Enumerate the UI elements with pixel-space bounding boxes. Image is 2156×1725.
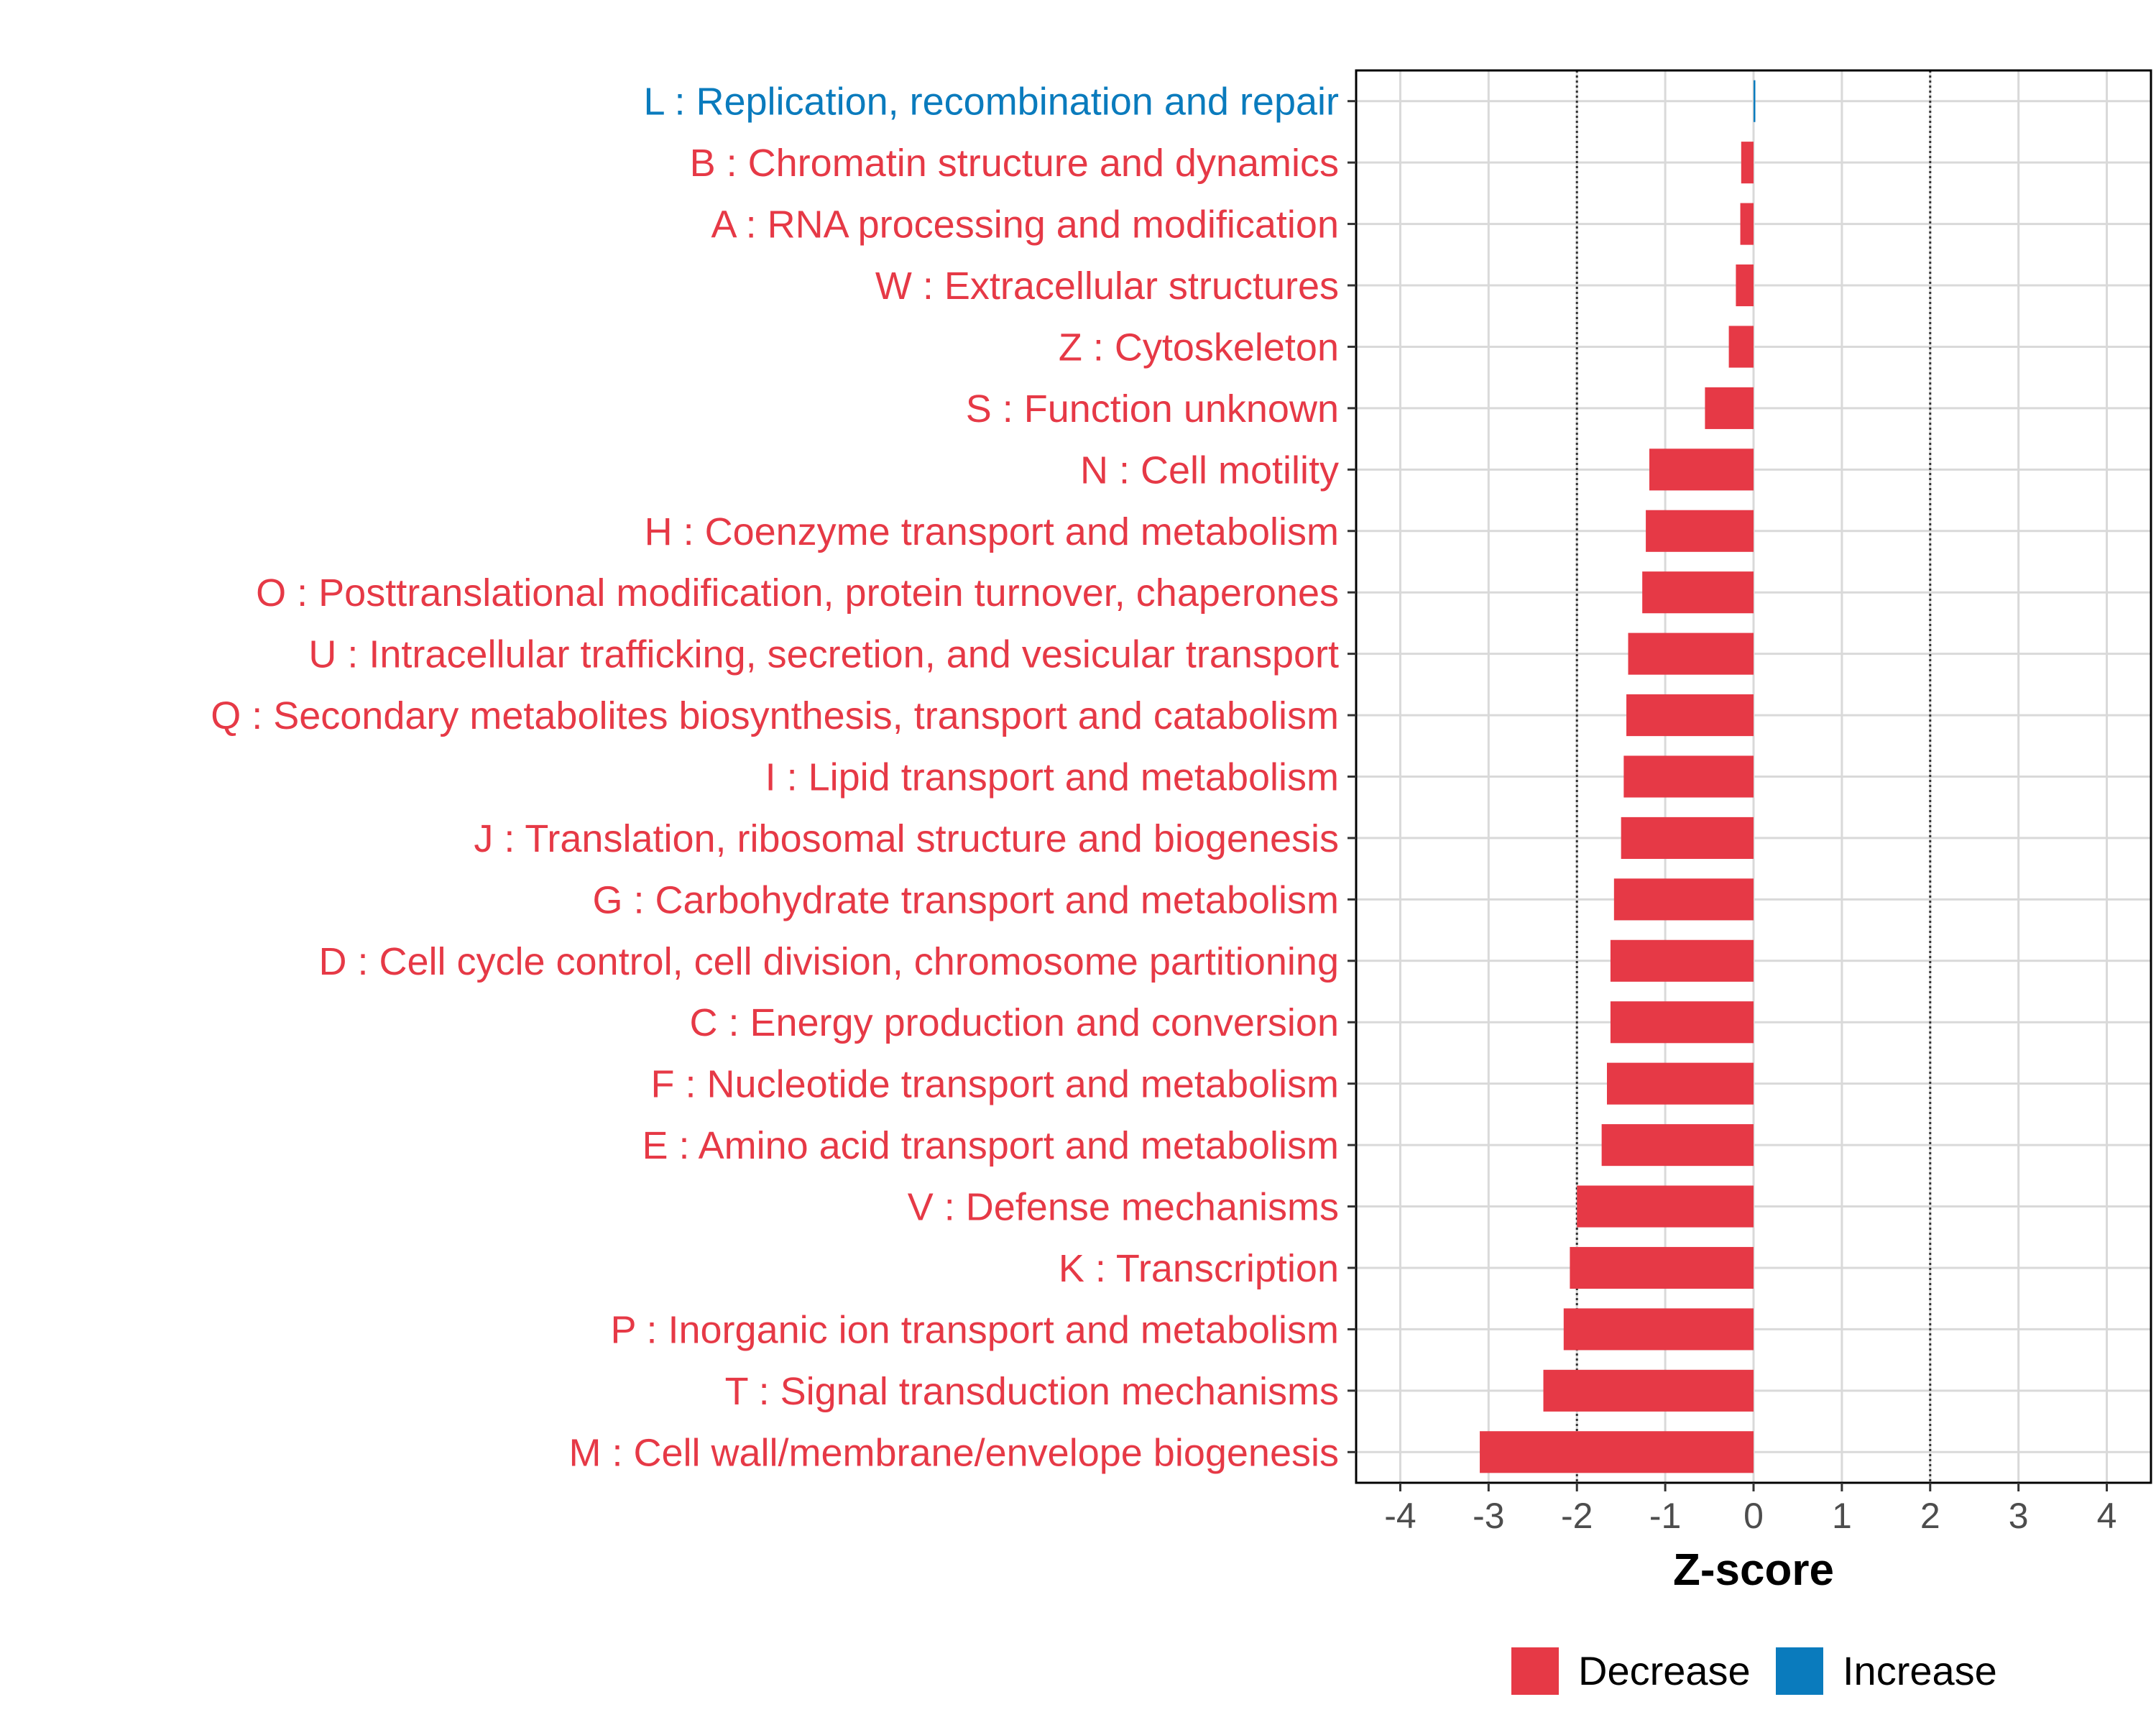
bar	[1642, 571, 1754, 614]
x-tick-label: 4	[2097, 1496, 2117, 1536]
category-label: M : Cell wall/membrane/envelope biogenes…	[568, 1431, 1339, 1474]
legend-label: Increase	[1843, 1648, 1997, 1693]
bar	[1649, 448, 1754, 491]
category-label: T : Signal transduction mechanisms	[725, 1370, 1339, 1413]
reference-lines	[1575, 70, 1932, 1483]
bar	[1626, 694, 1754, 737]
category-label: P : Inorganic ion transport and metaboli…	[610, 1308, 1339, 1351]
x-tick-label: -4	[1384, 1496, 1416, 1536]
legend-swatch	[1511, 1647, 1559, 1695]
category-label: F : Nucleotide transport and metabolism	[651, 1063, 1339, 1106]
category-label: G : Carbohydrate transport and metabolis…	[593, 878, 1340, 921]
bar	[1705, 387, 1754, 429]
bar	[1740, 203, 1754, 245]
bar	[1610, 939, 1754, 982]
legend-swatch	[1776, 1647, 1823, 1695]
bar	[1607, 1062, 1754, 1105]
x-tick-label: 3	[2009, 1496, 2029, 1536]
bar	[1736, 264, 1754, 307]
y-axis: L : Replication, recombination and repai…	[211, 80, 1356, 1474]
category-label: N : Cell motility	[1080, 448, 1339, 492]
category-label: B : Chromatin structure and dynamics	[690, 142, 1339, 185]
category-label: J : Translation, ribosomal structure and…	[474, 817, 1339, 860]
category-label: V : Defense mechanisms	[908, 1186, 1339, 1229]
bar	[1563, 1308, 1754, 1351]
bar	[1621, 816, 1754, 859]
x-tick-label: -2	[1561, 1496, 1593, 1536]
category-label: S : Function unknown	[966, 387, 1339, 431]
category-label: W : Extracellular structures	[875, 264, 1339, 308]
legend-label: Decrease	[1578, 1648, 1751, 1693]
bar	[1613, 878, 1754, 921]
bar	[1741, 142, 1754, 184]
legend: Decrease Increase	[1511, 1647, 1997, 1695]
bar	[1543, 1369, 1754, 1412]
bar	[1577, 1185, 1754, 1228]
x-axis-title: Z-score	[1673, 1545, 1834, 1595]
bar	[1646, 510, 1754, 552]
category-label: A : RNA processing and modification	[711, 203, 1339, 247]
category-label: L : Replication, recombination and repai…	[643, 80, 1339, 124]
bar	[1570, 1246, 1754, 1289]
bar	[1623, 755, 1754, 798]
x-tick-label: 1	[1832, 1496, 1852, 1536]
x-tick-label: 2	[1920, 1496, 1940, 1536]
x-tick-label: 0	[1743, 1496, 1764, 1536]
bar	[1754, 80, 1756, 122]
x-tick-label: -3	[1473, 1496, 1504, 1536]
bar	[1601, 1124, 1754, 1167]
category-label: I : Lipid transport and metabolism	[765, 756, 1339, 799]
category-label: H : Coenzyme transport and metabolism	[645, 510, 1339, 553]
category-label: Z : Cytoskeleton	[1059, 326, 1339, 369]
category-label: K : Transcription	[1059, 1247, 1339, 1290]
category-label: O : Posttranslational modification, prot…	[256, 571, 1339, 615]
category-label: Q : Secondary metabolites biosynthesis, …	[211, 694, 1339, 737]
category-label: D : Cell cycle control, cell division, c…	[318, 940, 1339, 983]
category-label: C : Energy production and conversion	[689, 1001, 1339, 1044]
category-label: U : Intracellular trafficking, secretion…	[308, 633, 1339, 676]
bar	[1728, 326, 1754, 368]
category-label: E : Amino acid transport and metabolism	[642, 1124, 1339, 1167]
x-tick-label: -1	[1649, 1496, 1681, 1536]
bar	[1610, 1001, 1754, 1044]
bars	[1480, 80, 1756, 1473]
bar	[1480, 1431, 1754, 1473]
bar	[1628, 632, 1754, 675]
x-axis: -4 -3 -2 -1 0 1 2 3 4	[1384, 1483, 2116, 1536]
